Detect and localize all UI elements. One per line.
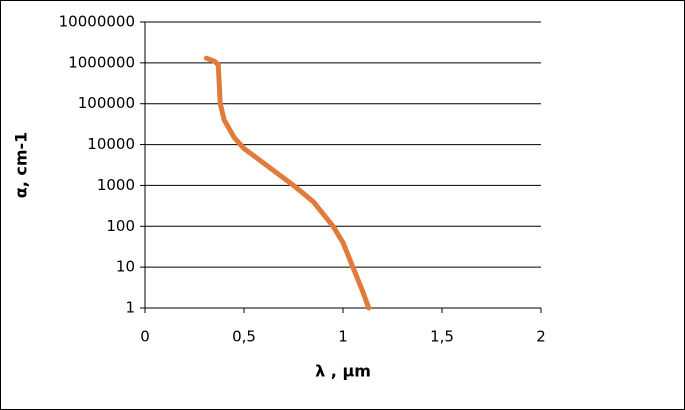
x-tick-label: 1,5: [430, 328, 454, 346]
x-axis-title: λ , µm: [315, 362, 371, 381]
data-line: [203, 55, 372, 311]
y-tick-label: 100000: [78, 94, 135, 112]
y-tick-label: 1000: [97, 176, 135, 194]
y-tick-label: 100: [106, 217, 135, 235]
y-tick-label: 10000000: [59, 13, 135, 31]
y-tick-label: 10000: [87, 135, 135, 153]
y-tick-label: 10: [116, 258, 135, 276]
y-tick-label: 1000000: [68, 53, 135, 71]
x-tick-label: 2: [536, 328, 546, 346]
x-tick-label: 0,5: [232, 328, 256, 346]
x-tick-label: 1: [338, 328, 348, 346]
y-axis-title: α, cm-1: [12, 132, 31, 199]
y-tick-label: 1: [125, 299, 135, 317]
x-tick-label: 0: [140, 328, 150, 346]
